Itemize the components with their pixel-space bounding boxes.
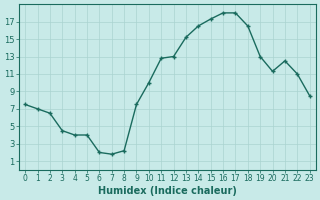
X-axis label: Humidex (Indice chaleur): Humidex (Indice chaleur) <box>98 186 237 196</box>
